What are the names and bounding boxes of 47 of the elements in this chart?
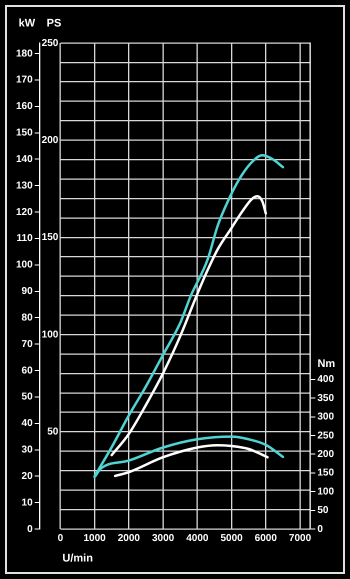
y3-tick-label: 100 — [317, 486, 334, 498]
x-tick-label: 3000 — [152, 532, 175, 544]
y-tick-label: 130 — [16, 180, 34, 192]
y-tick-label: 40 — [22, 418, 34, 430]
y2-axis-title: PS — [46, 18, 62, 30]
y-tick-label: 10 — [22, 497, 34, 508]
x-tick-label: 0 — [58, 532, 64, 544]
y-tick-label: 140 — [16, 154, 34, 165]
y-tick-label: 50 — [22, 392, 34, 403]
y2-tick-label: 250 — [42, 38, 59, 49]
x-tick-label: 6000 — [254, 532, 278, 544]
y3-tick-label: 300 — [317, 412, 334, 423]
x-axis-title: U/min — [62, 552, 94, 565]
y-tick-label: 70 — [22, 338, 34, 350]
y-tick-label: 100 — [16, 260, 34, 271]
y-tick-label: 120 — [16, 206, 34, 218]
y-tick-label: 20 — [22, 470, 34, 482]
y-tick-label: 160 — [16, 101, 34, 112]
y-tick-label: 180 — [16, 48, 34, 60]
x-tick-label: 2000 — [118, 532, 140, 544]
line-series — [114, 444, 269, 478]
y-tick-label: 80 — [22, 312, 34, 324]
y3-tick-label: 150 — [317, 468, 334, 479]
y3-tick-label: 250 — [317, 430, 334, 442]
y2-tick-label: 100 — [42, 329, 59, 340]
x-tick-label: 7000 — [288, 532, 312, 544]
x-tick-label: 5000 — [220, 532, 244, 544]
y-tick-label: 60 — [22, 365, 34, 376]
y3-tick-label: 200 — [317, 448, 334, 460]
y2-tick-label: 200 — [42, 134, 59, 146]
y2-tick-label: 50 — [47, 426, 59, 438]
y3-tick-label: 0 — [317, 524, 324, 535]
y-tick-label: 170 — [16, 74, 34, 86]
x-tick-label: 4000 — [186, 532, 209, 544]
y3-axis-title: Nm — [317, 358, 336, 370]
line-series — [110, 194, 268, 456]
x-tick-label: 1000 — [83, 532, 106, 544]
y-tick-label: 30 — [22, 444, 34, 456]
y-axis-title: kW — [18, 18, 36, 30]
y-tick-label: 150 — [16, 128, 34, 139]
y-tick-label: 0 — [27, 524, 34, 535]
y-tick-label: 110 — [16, 233, 34, 244]
y3-tick-label: 400 — [317, 374, 334, 386]
y-tick-label: 90 — [22, 286, 34, 298]
y3-tick-label: 350 — [317, 392, 334, 404]
y2-tick-label: 150 — [42, 232, 59, 244]
y3-tick-label: 50 — [317, 505, 329, 516]
